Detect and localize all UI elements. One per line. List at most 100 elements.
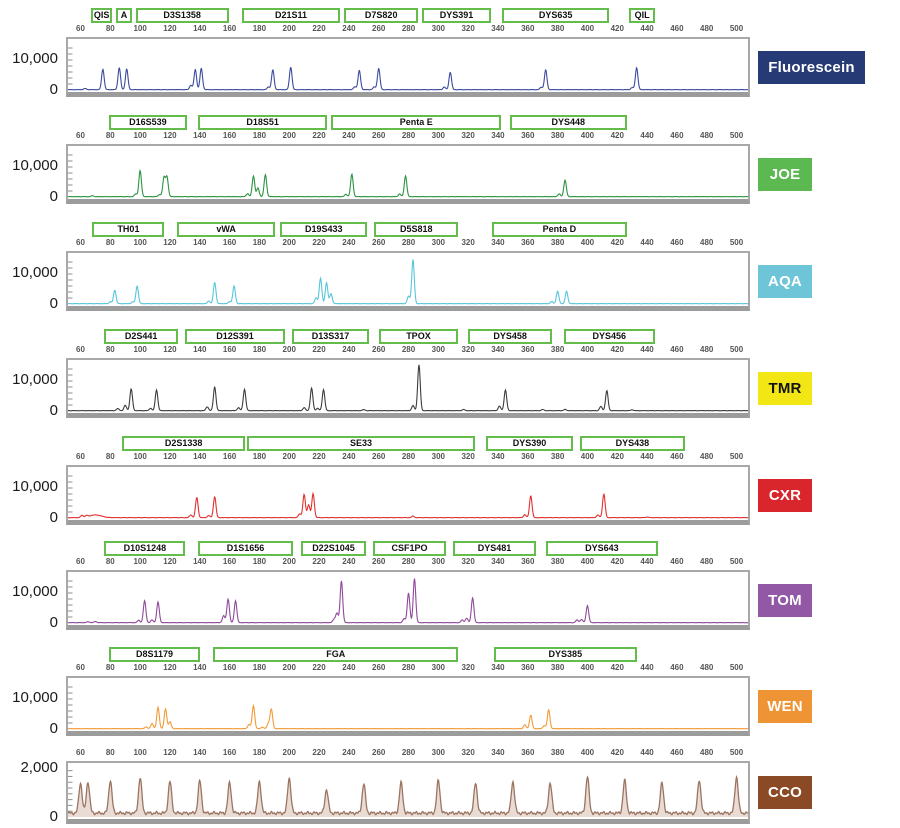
dye-label-cxr[interactable]: CXR [758,478,812,512]
x-tick-label: 500 [729,557,744,566]
x-tick-label: 200 [282,452,296,461]
x-tick-label: 440 [640,24,654,33]
x-tick-label: 500 [729,452,744,461]
marker-box-fga[interactable]: FGA [213,647,459,662]
x-tick-label: 140 [193,131,207,140]
x-tick-label: 200 [282,345,296,354]
x-tick-label: 140 [193,663,207,672]
x-tick-label: 140 [193,452,207,461]
marker-box-penta-e[interactable]: Penta E [330,115,502,130]
y-axis-max-label: 10,000 [12,477,58,495]
x-tick-label: 460 [670,345,684,354]
marker-box-d13s317[interactable]: D13S317 [292,329,369,344]
x-tick-label: 220 [312,238,326,247]
marker-box-dys391[interactable]: DYS391 [421,8,492,23]
marker-box-dys481[interactable]: DYS481 [453,541,536,556]
x-tick-label: 480 [700,131,714,140]
marker-box-d22s1045[interactable]: D22S1045 [301,541,366,556]
x-tick-label: 220 [312,345,326,354]
plot-area-joe[interactable] [66,144,750,204]
x-tick-label: 240 [342,24,356,33]
plot-area-wen[interactable] [66,676,750,736]
marker-box-d2s441[interactable]: D2S441 [104,329,178,344]
marker-box-qis[interactable]: QIS [90,8,113,23]
marker-box-d2s1338[interactable]: D2S1338 [122,436,245,451]
marker-box-se33[interactable]: SE33 [247,436,475,451]
plot-area-fluorescein[interactable] [66,37,750,97]
x-tick-label: 60 [76,452,85,461]
x-tick-label: 340 [491,345,505,354]
x-tick-label: 400 [580,131,595,140]
plot-area-cxr[interactable] [66,465,750,525]
marker-box-penta-d[interactable]: Penta D [492,222,627,237]
marker-box-tpox[interactable]: TPOX [378,329,459,344]
marker-box-d21s11[interactable]: D21S11 [241,8,341,23]
marker-box-qil[interactable]: QIL [629,8,656,23]
x-tick-label: 100 [133,238,147,247]
marker-box-d16s539[interactable]: D16S539 [108,115,187,130]
dye-label-tmr[interactable]: TMR [758,371,812,405]
marker-box-d5s818[interactable]: D5S818 [374,222,459,237]
x-tick-label: 500 [729,345,744,354]
marker-box-d12s391[interactable]: D12S391 [184,329,286,344]
dye-label-aqa[interactable]: AQA [758,264,812,298]
trace-wen [68,686,748,730]
marker-box-vwa[interactable]: vWA [177,222,275,237]
marker-box-d1s1656[interactable]: D1S1656 [198,541,293,556]
x-tick-label: 240 [342,131,356,140]
x-tick-label: 140 [193,238,207,247]
marker-box-dys448[interactable]: DYS448 [509,115,627,130]
x-tick-label: 320 [461,345,475,354]
marker-box-dys385[interactable]: DYS385 [493,647,638,662]
x-tick-label: 260 [372,345,386,354]
marker-box-dys438[interactable]: DYS438 [579,436,685,451]
y-axis-zero-label: 0 [49,402,58,419]
plot-area-tom[interactable] [66,570,750,630]
marker-box-dys390[interactable]: DYS390 [486,436,574,451]
marker-box-dys635[interactable]: DYS635 [502,8,609,23]
dye-label-tom[interactable]: TOM [758,583,812,617]
x-tick-label: 100 [133,452,147,461]
dye-label-cco[interactable]: CCO [758,776,812,809]
dye-label-wen[interactable]: WEN [758,689,812,723]
marker-box-d10s1248[interactable]: D10S1248 [104,541,186,556]
plot-area-cco[interactable] [66,761,750,824]
x-tick-label: 360 [521,663,535,672]
x-tick-label: 80 [105,238,115,247]
dye-label-fluorescein[interactable]: Fluorescein [758,50,865,84]
x-tick-label: 260 [372,663,386,672]
x-tick-label: 220 [312,131,326,140]
x-tick-label: 440 [640,238,654,247]
x-tick-label: 260 [372,557,386,566]
marker-box-d7s820[interactable]: D7S820 [344,8,418,23]
trace-fluorescein [68,47,748,91]
marker-box-a[interactable]: A [116,8,132,23]
x-tick-label: 80 [105,24,115,33]
x-tick-label: 420 [610,238,624,247]
plot-area-aqa[interactable] [66,251,750,311]
dye-label-joe[interactable]: JOE [758,157,812,191]
x-tick-label: 120 [163,131,177,140]
x-tick-label: 500 [729,24,744,33]
x-tick-label: 200 [282,238,296,247]
plot-area-tmr[interactable] [66,358,750,418]
marker-box-dys458[interactable]: DYS458 [468,329,553,344]
marker-box-csf1po[interactable]: CSF1PO [372,541,447,556]
x-tick-label: 180 [252,452,267,461]
marker-box-d3s1358[interactable]: D3S1358 [135,8,229,23]
marker-box-d8s1179[interactable]: D8S1179 [108,647,201,662]
x-tick-label: 300 [431,748,445,757]
x-tick-label: 240 [342,663,356,672]
marker-box-d19s433[interactable]: D19S433 [280,222,368,237]
x-tick-label: 200 [282,663,296,672]
x-tick-label: 420 [610,345,624,354]
x-tick-label: 360 [521,131,535,140]
marker-box-d18s51[interactable]: D18S51 [198,115,328,130]
marker-box-th01[interactable]: TH01 [92,222,165,237]
x-tick-label: 60 [76,748,85,757]
y-axis-max-label: 10,000 [12,370,58,388]
marker-box-dys456[interactable]: DYS456 [563,329,656,344]
marker-box-dys643[interactable]: DYS643 [545,541,659,556]
y-axis-zero-label: 0 [49,509,58,526]
